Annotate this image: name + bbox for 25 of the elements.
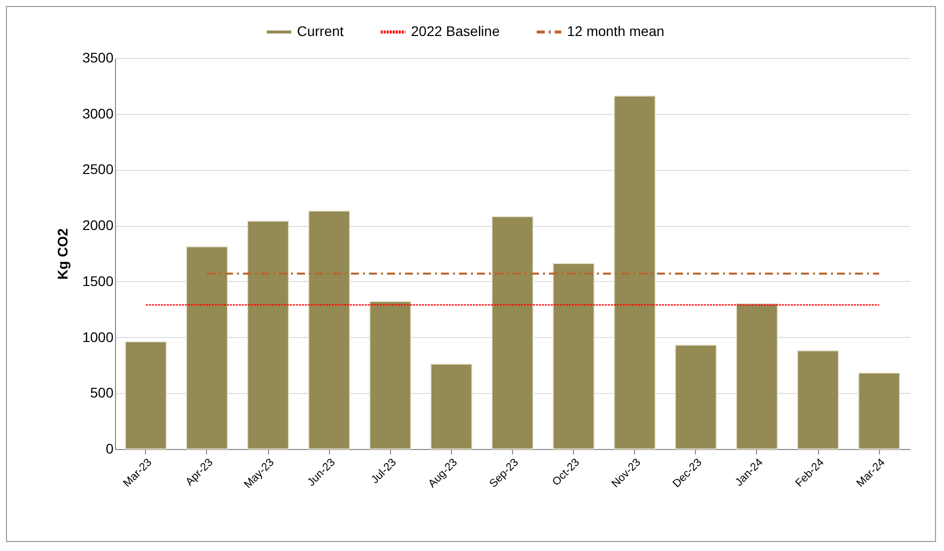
legend-label: 2022 Baseline [411, 23, 500, 39]
y-tick-label: 0 [106, 440, 114, 456]
bar [247, 220, 290, 450]
y-tick-label: 1000 [82, 328, 114, 345]
bar [369, 301, 412, 450]
bar [797, 350, 840, 450]
bar [552, 263, 595, 450]
bar [308, 210, 350, 450]
bar [736, 303, 778, 450]
y-tick-label: 500 [90, 384, 114, 401]
y-tick-label: 2000 [82, 217, 114, 234]
y-axis-title: Kg CO2 [54, 228, 70, 280]
legend-label: 12 month mean [567, 23, 664, 39]
bar [492, 216, 534, 450]
y-tick-label: 3000 [82, 105, 114, 122]
y-tick-label: 2500 [82, 161, 114, 178]
bar [614, 95, 656, 450]
bar [674, 344, 717, 450]
bar [186, 246, 228, 450]
y-tick-label: 1500 [82, 272, 114, 289]
bar [858, 372, 900, 450]
legend-label: Current [297, 23, 344, 39]
bar [430, 364, 472, 450]
bar [124, 341, 167, 450]
y-tick-label: 3500 [82, 50, 114, 66]
